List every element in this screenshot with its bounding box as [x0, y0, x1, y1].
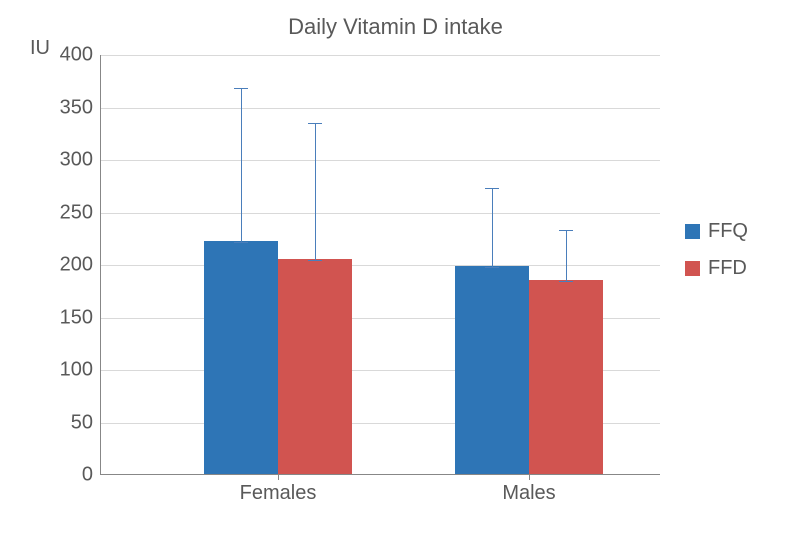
- y-tick-label: 350: [60, 96, 101, 119]
- gridline: [101, 108, 660, 109]
- legend-item-ffq: FFQ: [685, 220, 748, 243]
- x-tick-label: Females: [240, 474, 317, 505]
- gridline: [101, 265, 660, 266]
- error-cap: [559, 230, 573, 231]
- error-cap: [308, 260, 322, 261]
- y-tick-label: 0: [82, 464, 101, 487]
- bar-ffq-females: [204, 241, 278, 474]
- y-tick-label: 100: [60, 359, 101, 382]
- x-tick-label: Males: [502, 474, 555, 505]
- y-tick-label: 250: [60, 201, 101, 224]
- error-cap: [485, 188, 499, 189]
- y-tick-label: 400: [60, 44, 101, 67]
- legend-item-ffd: FFD: [685, 257, 748, 280]
- legend-label: FFQ: [708, 220, 748, 243]
- legend: FFQ FFD: [685, 220, 748, 294]
- y-tick-label: 50: [71, 411, 101, 434]
- plot-area: 050100150200250300350400FemalesMales: [100, 55, 660, 475]
- y-tick-label: 300: [60, 149, 101, 172]
- error-cap: [485, 267, 499, 268]
- error-cap: [559, 281, 573, 282]
- y-tick-label: 200: [60, 254, 101, 277]
- legend-swatch: [685, 224, 700, 239]
- gridline: [101, 160, 660, 161]
- vitamin-d-chart: Daily Vitamin D intake IU 05010015020025…: [0, 0, 791, 539]
- error-bar: [566, 230, 567, 280]
- legend-label: FFD: [708, 257, 747, 280]
- y-tick-label: 150: [60, 306, 101, 329]
- chart-title: Daily Vitamin D intake: [0, 14, 791, 40]
- error-cap: [234, 88, 248, 89]
- bar-ffd-males: [529, 280, 603, 474]
- error-cap: [234, 242, 248, 243]
- error-bar: [241, 88, 242, 242]
- legend-swatch: [685, 261, 700, 276]
- error-cap: [308, 123, 322, 124]
- gridline: [101, 55, 660, 56]
- y-axis-label: IU: [30, 37, 50, 60]
- bar-ffd-females: [278, 259, 352, 474]
- error-bar: [315, 123, 316, 260]
- gridline: [101, 213, 660, 214]
- error-bar: [492, 188, 493, 267]
- bar-ffq-males: [455, 266, 529, 474]
